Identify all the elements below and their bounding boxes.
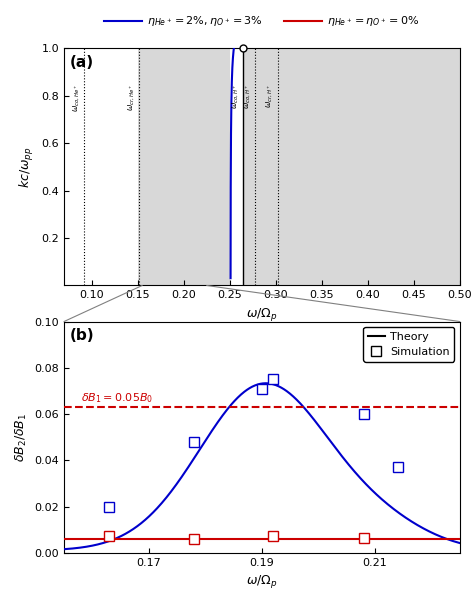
Text: (b): (b) bbox=[70, 329, 94, 344]
Text: $\omega_{co,H^+}$: $\omega_{co,H^+}$ bbox=[243, 84, 253, 109]
Text: $\eta_{He^+}=\eta_{O^+}=0\%$: $\eta_{He^+}=\eta_{O^+}=0\%$ bbox=[327, 14, 419, 28]
Text: (a): (a) bbox=[70, 55, 94, 70]
Text: $\delta B_1=0.05B_0$: $\delta B_1=0.05B_0$ bbox=[81, 391, 153, 405]
Text: $\omega_{co,He^+}$: $\omega_{co,He^+}$ bbox=[72, 84, 82, 112]
Y-axis label: $\delta B_2/\delta B_1$: $\delta B_2/\delta B_1$ bbox=[14, 412, 29, 462]
Bar bbox=[64, 48, 137, 285]
Text: $\eta_{He^+}=2\%,\eta_{O^+}=3\%$: $\eta_{He^+}=2\%,\eta_{O^+}=3\%$ bbox=[147, 14, 263, 28]
Y-axis label: $kc/\omega_{pp}$: $kc/\omega_{pp}$ bbox=[18, 146, 36, 188]
Legend: Theory, Simulation: Theory, Simulation bbox=[364, 327, 454, 362]
Text: $\omega_{cr,He^+}$: $\omega_{cr,He^+}$ bbox=[127, 84, 137, 111]
Bar bbox=[230, 48, 244, 285]
X-axis label: $\omega/\Omega_p$: $\omega/\Omega_p$ bbox=[246, 306, 278, 323]
Text: $\omega_{cr,H^+}$: $\omega_{cr,H^+}$ bbox=[265, 84, 275, 108]
Text: $\omega_{co,H^+}$: $\omega_{co,H^+}$ bbox=[231, 84, 241, 109]
X-axis label: $\omega/\Omega_p$: $\omega/\Omega_p$ bbox=[246, 573, 278, 590]
